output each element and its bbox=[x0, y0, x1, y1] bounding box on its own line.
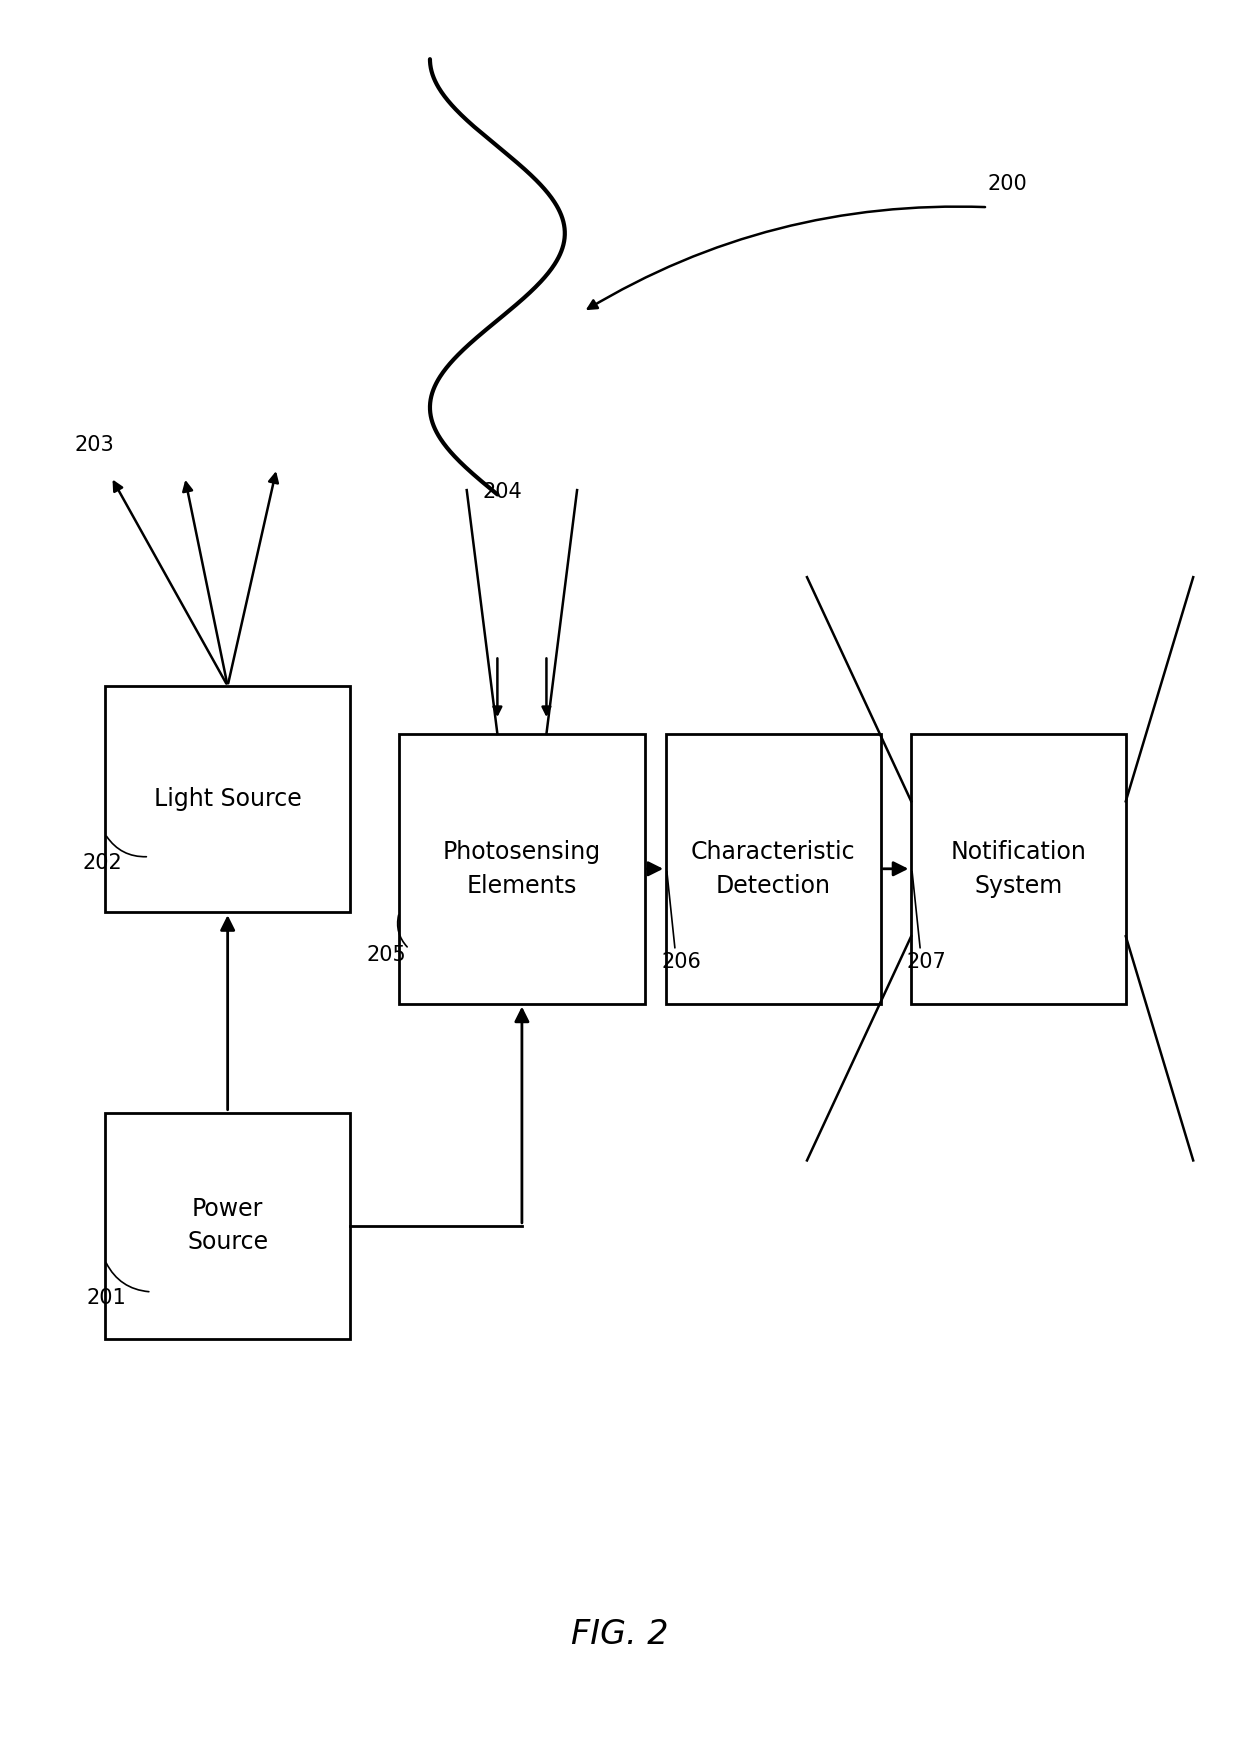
Bar bbox=[666, 734, 880, 1004]
Text: 203: 203 bbox=[74, 435, 114, 455]
Text: Photosensing
Elements: Photosensing Elements bbox=[443, 841, 601, 897]
Text: 200: 200 bbox=[988, 174, 1028, 193]
Text: 201: 201 bbox=[87, 1288, 126, 1307]
Text: FIG. 2: FIG. 2 bbox=[572, 1618, 668, 1651]
Bar bbox=[105, 686, 350, 913]
Text: Notification
System: Notification System bbox=[951, 841, 1086, 897]
Text: 204: 204 bbox=[482, 483, 522, 502]
Bar bbox=[105, 1113, 350, 1339]
Bar bbox=[399, 734, 645, 1004]
Text: 202: 202 bbox=[83, 853, 123, 872]
Text: 207: 207 bbox=[906, 951, 946, 972]
Text: Light Source: Light Source bbox=[154, 788, 301, 811]
Text: 206: 206 bbox=[662, 951, 702, 972]
Text: 205: 205 bbox=[366, 946, 405, 965]
Text: Characteristic
Detection: Characteristic Detection bbox=[691, 841, 856, 897]
Text: Power
Source: Power Source bbox=[187, 1197, 268, 1255]
Bar bbox=[911, 734, 1126, 1004]
